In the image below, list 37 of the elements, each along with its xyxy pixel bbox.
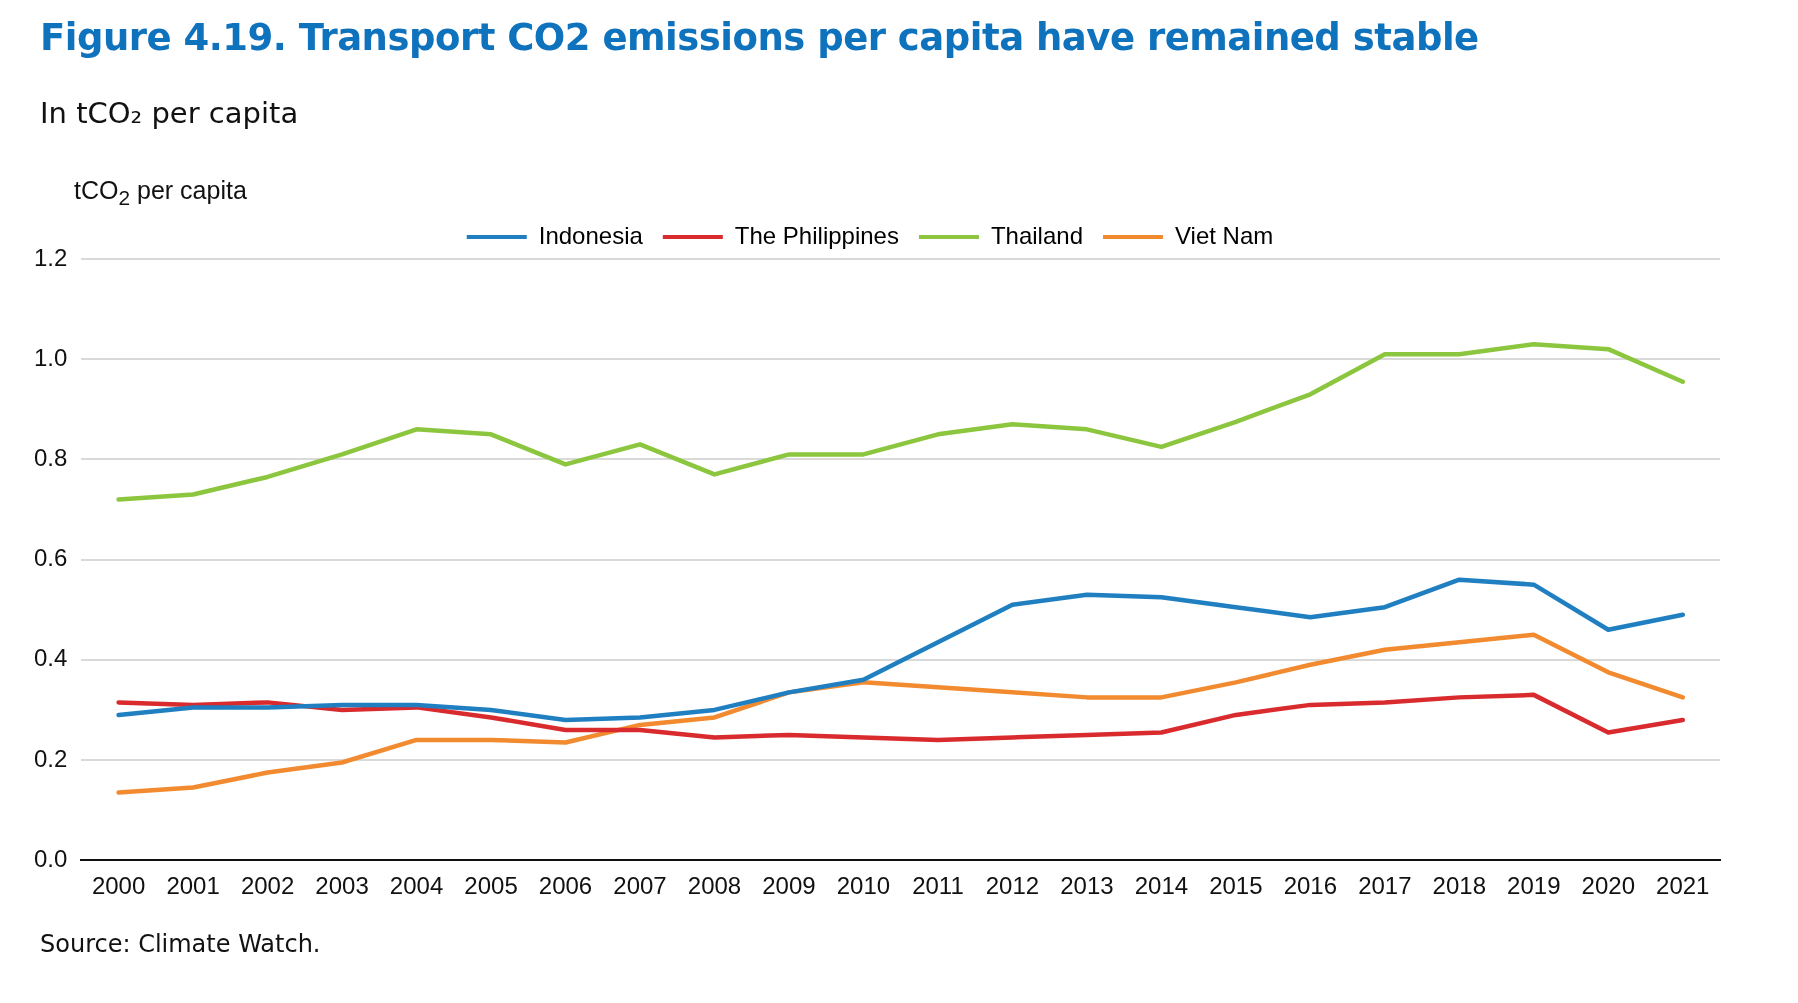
x-tick-label: 2001	[166, 872, 220, 900]
chart-subtitle: In tCO₂ per capita	[40, 96, 299, 130]
x-tick-label: 2020	[1581, 872, 1635, 900]
y-tick-label: 1.0	[33, 343, 68, 371]
legend-label: The Philippines	[734, 221, 899, 249]
legend-label: Viet Nam	[1174, 221, 1274, 249]
x-tick-label: 2012	[985, 872, 1040, 900]
x-tick-label: 2003	[315, 872, 369, 900]
x-tick-label: 2005	[464, 872, 518, 900]
x-tick-label: 2014	[1134, 872, 1189, 900]
y-tick-label: 0.6	[33, 544, 68, 572]
x-tick-label: 2015	[1209, 872, 1263, 900]
x-tick-label: 2019	[1507, 872, 1561, 900]
y-tick-label: 0.2	[33, 744, 68, 772]
y-tick-label: 1.2	[33, 243, 68, 271]
y-tick-label: 0.0	[33, 844, 68, 872]
legend-label: Thailand	[990, 221, 1083, 249]
y-tick-label: 0.8	[33, 444, 68, 472]
legend-label: Indonesia	[538, 221, 644, 249]
x-tick-label: 2010	[836, 872, 891, 900]
x-tick-label: 2021	[1656, 872, 1710, 900]
x-tick-label: 2004	[389, 872, 444, 900]
x-tick-label: 2017	[1358, 872, 1412, 900]
source-note: Source: Climate Watch.	[40, 930, 321, 958]
x-tick-label: 2008	[687, 872, 742, 900]
x-tick-label: 2009	[762, 872, 816, 900]
x-tick-label: 2000	[91, 872, 146, 900]
y-tick-label: 0.4	[33, 644, 68, 672]
x-tick-label: 2011	[912, 872, 964, 900]
x-tick-label: 2016	[1283, 872, 1338, 900]
x-tick-label: 2007	[613, 872, 667, 900]
chart-title: Figure 4.19. Transport CO2 emissions per capita have remained stable	[40, 16, 1479, 59]
y-axis-title: tCO$_{2}$ per capita	[74, 176, 247, 210]
x-tick-label: 2018	[1432, 872, 1486, 900]
x-tick-label: 2006	[538, 872, 593, 900]
x-tick-label: 2002	[240, 872, 295, 900]
x-tick-label: 2013	[1060, 872, 1114, 900]
